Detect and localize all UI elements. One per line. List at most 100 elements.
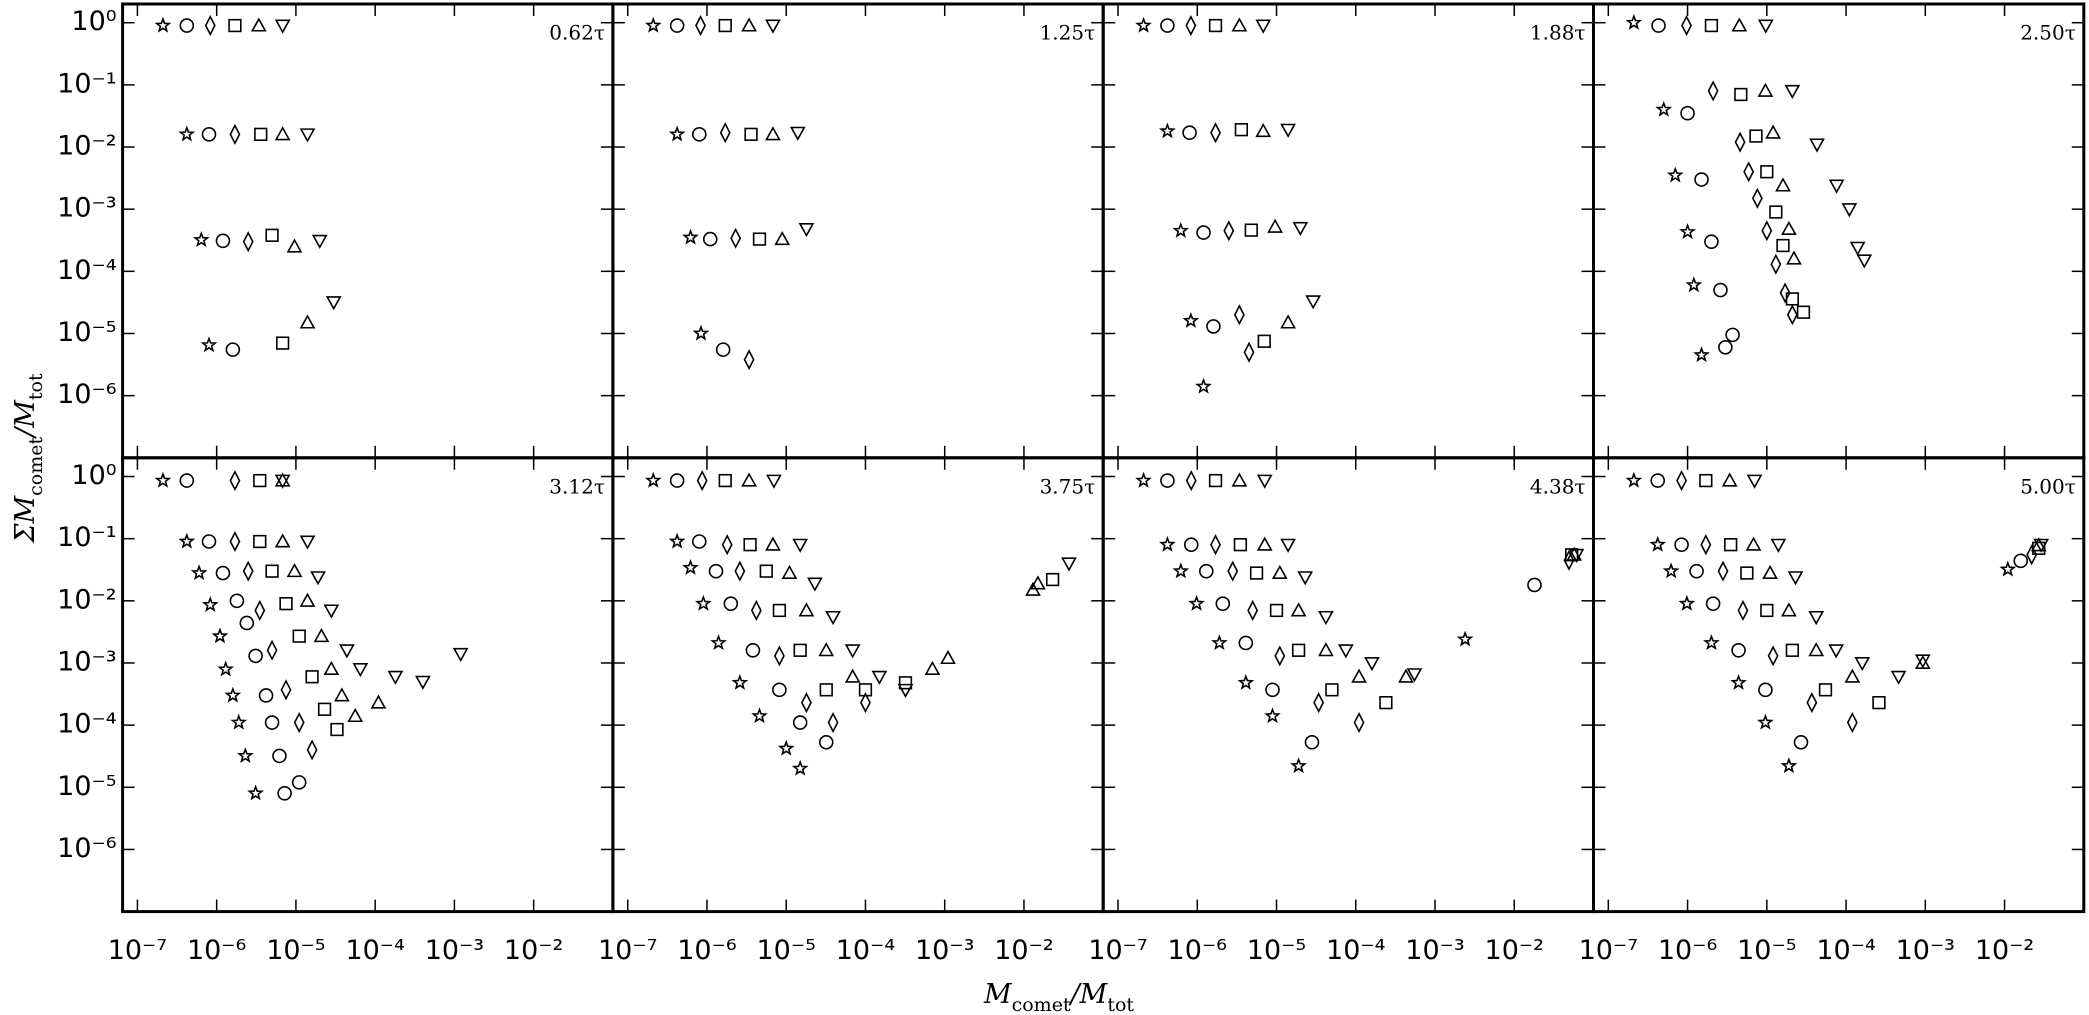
marker: [299, 128, 316, 143]
marker: [789, 126, 806, 141]
marker: [1746, 474, 1763, 489]
marker: [229, 470, 241, 492]
marker: [719, 122, 731, 144]
marker: [860, 692, 871, 714]
marker: [1745, 536, 1762, 551]
panel-annotation: 5.00τ: [2020, 474, 2076, 498]
marker: [1256, 474, 1273, 489]
marker: [682, 228, 699, 245]
marker: [1159, 535, 1176, 552]
marker: [254, 599, 266, 621]
marker: [1770, 253, 1782, 275]
marker: [1679, 223, 1696, 240]
marker: [1265, 682, 1280, 698]
x-tick-label: 10⁻⁶: [677, 935, 736, 966]
label-part: /M: [1068, 979, 1109, 1010]
y-tick-label: 10⁻²: [57, 131, 116, 162]
marker: [211, 627, 229, 644]
marker: [1828, 179, 1845, 194]
marker: [1249, 566, 1264, 580]
marker: [1757, 19, 1774, 34]
marker: [1625, 13, 1643, 30]
marker: [229, 593, 245, 609]
marker: [1676, 470, 1688, 492]
marker: [1255, 19, 1272, 34]
marker: [323, 604, 340, 619]
marker: [2033, 538, 2050, 553]
marker: [274, 19, 291, 34]
marker: [825, 610, 841, 626]
marker: [1717, 560, 1729, 582]
marker: [1208, 473, 1223, 488]
marker: [1775, 177, 1791, 192]
x-tick-label: 10⁻²: [1975, 935, 2034, 966]
marker: [1280, 314, 1296, 329]
marker: [253, 534, 267, 549]
marker: [644, 471, 662, 488]
marker: [1304, 734, 1320, 750]
marker: [1758, 682, 1773, 698]
marker: [1725, 327, 1740, 343]
marker: [311, 234, 328, 249]
marker: [201, 596, 219, 612]
marker: [1231, 17, 1248, 32]
marker: [1828, 644, 1845, 659]
marker: [280, 679, 292, 701]
marker: [277, 786, 292, 801]
marker: [1724, 538, 1738, 552]
marker: [1749, 129, 1763, 143]
marker: [370, 694, 387, 709]
marker: [236, 747, 254, 764]
marker: [1196, 225, 1211, 240]
marker: [1666, 166, 1684, 183]
y-tick-label: 10⁻¹: [57, 522, 116, 553]
marker: [798, 222, 815, 238]
marker: [844, 644, 861, 659]
marker: [1731, 642, 1746, 658]
marker: [708, 563, 724, 579]
marker: [723, 596, 739, 611]
marker: [1274, 645, 1286, 667]
marker: [1290, 602, 1307, 617]
marker: [940, 649, 956, 665]
panel-frame: [121, 456, 615, 914]
marker: [1685, 276, 1703, 293]
marker: [1255, 123, 1272, 138]
marker: [1182, 312, 1200, 328]
marker: [1456, 630, 1474, 647]
panel-annotation: 3.12τ: [549, 474, 605, 498]
marker: [1678, 594, 1696, 611]
marker: [293, 712, 305, 734]
marker: [1849, 241, 1866, 256]
marker: [798, 602, 815, 617]
marker: [291, 775, 307, 790]
panel-frame: [1592, 456, 2086, 914]
marker: [275, 336, 290, 350]
marker: [1238, 635, 1254, 651]
marker: [1292, 221, 1309, 237]
marker: [242, 231, 254, 253]
marker: [224, 686, 242, 703]
marker: [254, 127, 268, 141]
marker: [1233, 538, 1248, 552]
marker: [313, 628, 330, 643]
marker: [1689, 563, 1704, 579]
y-tick-label: 10⁻⁵: [57, 317, 116, 348]
marker: [264, 715, 280, 730]
marker: [279, 597, 293, 611]
x-tick-label: 10⁻⁵: [756, 935, 815, 966]
marker: [1770, 538, 1787, 553]
marker: [1364, 656, 1380, 672]
marker: [286, 563, 303, 578]
marker: [800, 692, 812, 714]
marker: [827, 712, 839, 734]
panel-annotation: 0.62τ: [549, 21, 605, 45]
marker: [1182, 125, 1197, 140]
marker: [306, 739, 318, 761]
marker: [274, 126, 291, 141]
marker: [1731, 17, 1748, 32]
marker: [1256, 536, 1273, 551]
marker: [1247, 599, 1259, 621]
marker: [694, 594, 712, 611]
marker: [265, 564, 279, 578]
